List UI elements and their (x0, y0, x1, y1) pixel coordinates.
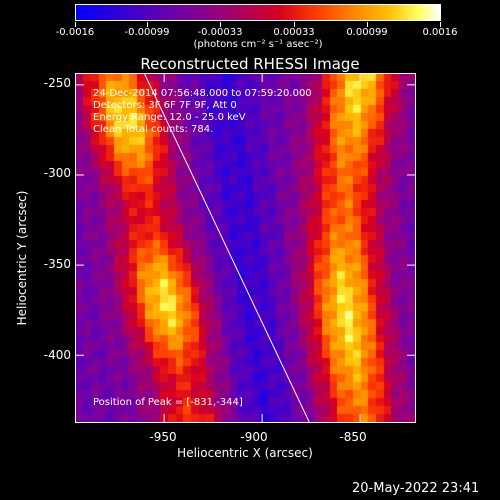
y-tick-label: -350 (43, 257, 71, 271)
colorbar-tick-label: -0.00033 (197, 27, 243, 38)
peak-position-label: Position of Peak = [-831,-344] (93, 397, 243, 408)
info-detectors: Detectors: 3F 6F 7F 9F, Att 0 (93, 100, 237, 111)
info-time-range: 24-Dec-2014 07:56:48.000 to 07:59:20.000 (93, 88, 312, 99)
y-tick-label: -300 (43, 166, 71, 180)
x-tick-label: -850 (339, 430, 367, 444)
y-tick-label: -250 (43, 76, 71, 90)
colorbar-tick (147, 22, 148, 27)
colorbar-unit-label: (photons cm⁻² s⁻¹ asec⁻²) (193, 39, 323, 50)
x-axis-label: Heliocentric X (arcsec) (177, 446, 313, 460)
colorbar-tick-label: 0.00033 (273, 27, 315, 38)
colorbar-tick-label: 0.0016 (422, 27, 458, 38)
heatmap-image (76, 74, 415, 422)
plot-area (75, 73, 416, 423)
colorbar-tick (75, 22, 76, 27)
info-energy-range: Energy Range: 12.0 - 25.0 keV (93, 112, 246, 123)
colorbar-tick-label: -0.0016 (55, 27, 95, 38)
info-algorithm: Clean Total counts: 784. (93, 124, 214, 135)
x-tick-label: -950 (149, 430, 177, 444)
solar-limb-line (144, 74, 310, 422)
chart-title: Reconstructed RHESSI Image (140, 55, 360, 73)
colorbar-tick (440, 22, 441, 27)
plot-timestamp: 20-May-2022 23:41 (352, 481, 480, 496)
colorbar-tick-label: 0.00099 (346, 27, 388, 38)
y-axis-label: Heliocentric Y (arcsec) (15, 190, 29, 326)
y-tick-label: -400 (43, 348, 71, 362)
colorbar-tick-label: -0.00099 (124, 27, 170, 38)
colorbar-tick (294, 22, 295, 27)
colorbar (75, 4, 441, 21)
colorbar-tick (220, 22, 221, 27)
colorbar-tick (367, 22, 368, 27)
x-tick-label: -900 (240, 430, 268, 444)
plot-overlay (76, 74, 415, 422)
